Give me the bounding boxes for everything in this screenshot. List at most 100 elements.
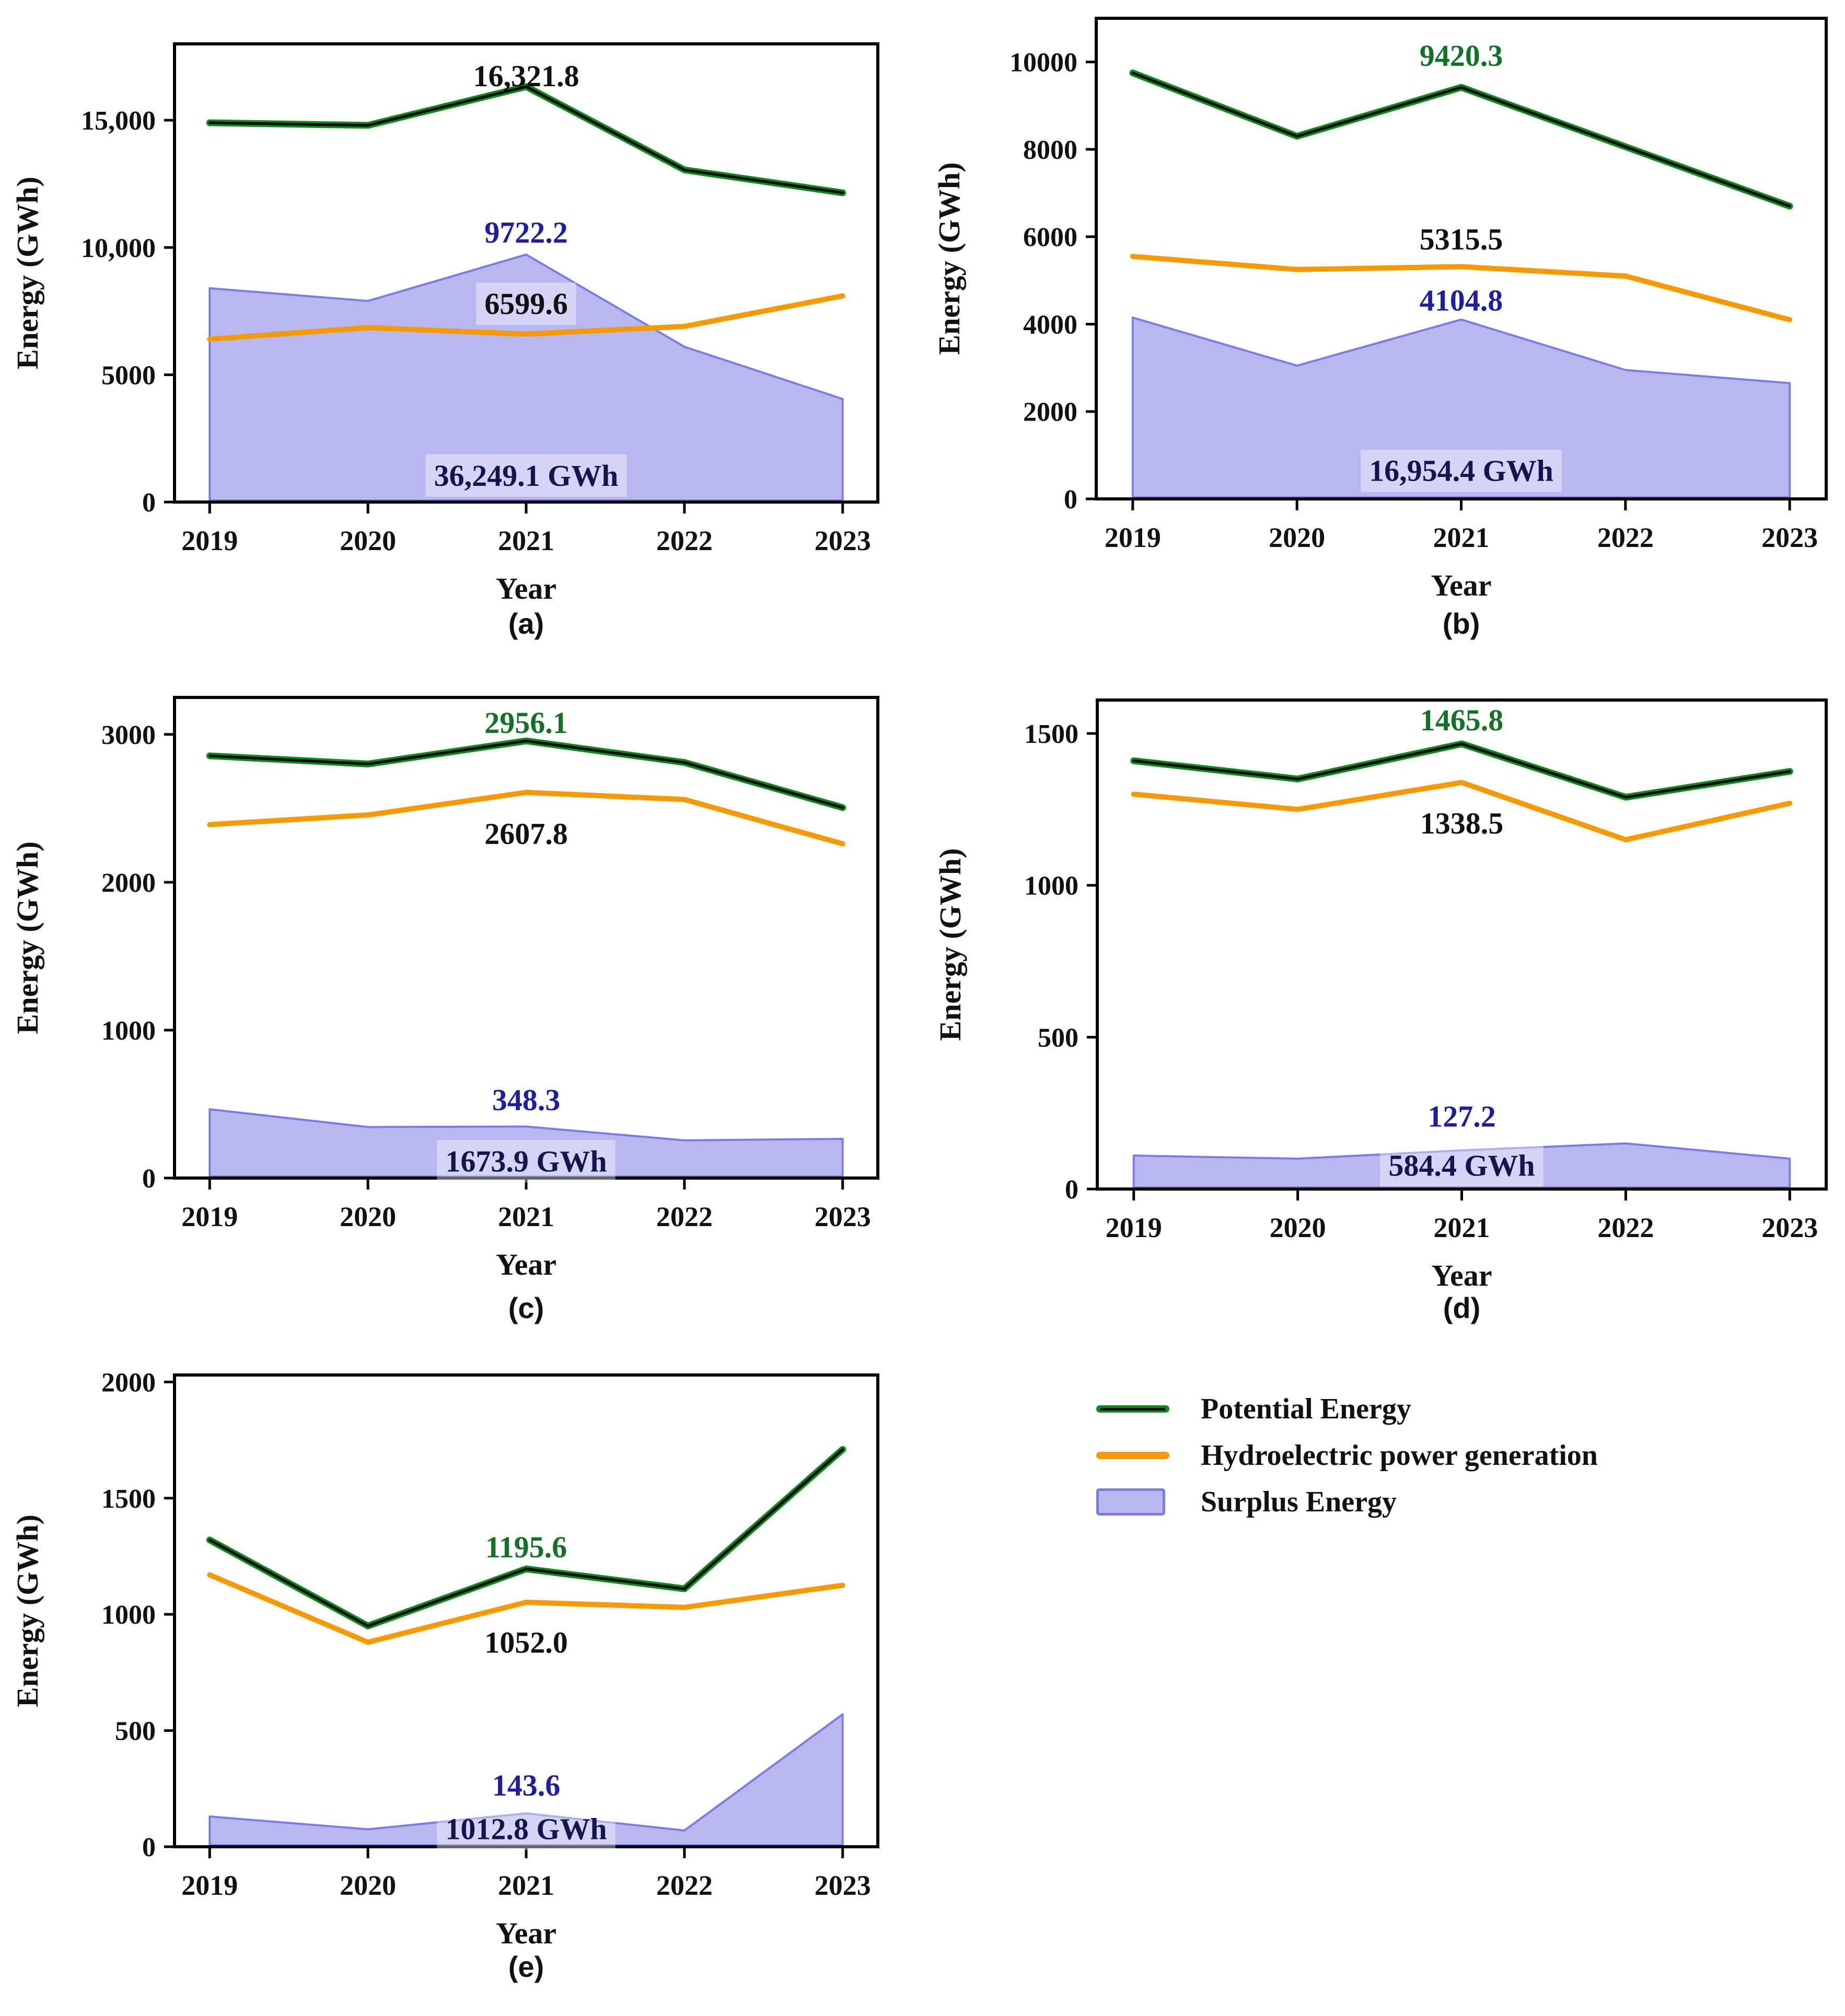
- legend-item-surplus-energy: Surplus Energy: [1096, 1478, 1598, 1525]
- x-axis-label: Year: [496, 1916, 556, 1950]
- x-tick-label: 2019: [181, 525, 238, 556]
- x-tick-label: 2023: [1761, 522, 1818, 553]
- annotation-bbox: [1361, 449, 1562, 492]
- x-tick-label: 2019: [1106, 1212, 1162, 1243]
- y-tick-label: 15,000: [81, 106, 156, 136]
- potential-energy-line-core: [1132, 742, 1791, 799]
- x-axis-label: Year: [496, 572, 556, 605]
- legend: Potential Energy Hydroelectric power gen…: [1096, 1385, 1598, 1525]
- y-axis-label: Energy (GWh): [932, 162, 966, 355]
- potential-energy-line-core: [208, 1448, 844, 1627]
- data-annotation: 143.6: [492, 1768, 561, 1802]
- y-tick-label: 0: [142, 1164, 156, 1194]
- x-tick-label: 2023: [815, 1870, 871, 1901]
- data-annotation: 36,249.1 GWh: [434, 459, 619, 493]
- surplus-energy-patch-swatch-icon: [1096, 1488, 1201, 1516]
- hydroelectric-line-swatch-icon: [1096, 1451, 1201, 1459]
- hydroelectric-power-line: [207, 293, 845, 342]
- potential-energy-line: [1129, 69, 1793, 210]
- hydroelectric-power-line: [207, 1572, 845, 1645]
- legend-item-hydroelectric: Hydroelectric power generation: [1096, 1432, 1598, 1478]
- y-tick-label: 1500: [1024, 719, 1078, 749]
- data-annotation: 584.4 GWh: [1388, 1149, 1535, 1183]
- subplot-caption: (a): [508, 607, 544, 640]
- data-annotation: 2607.8: [484, 817, 568, 850]
- x-tick-label: 2021: [498, 1870, 554, 1901]
- data-annotation: 127.2: [1428, 1099, 1496, 1133]
- y-axis-label: Energy (GWh): [10, 1514, 44, 1707]
- data-annotation: 1338.5: [1420, 806, 1504, 840]
- y-tick-label: 0: [1065, 1175, 1078, 1205]
- data-annotation: 16,321.8: [473, 59, 579, 93]
- annotation-bbox: [437, 1808, 616, 1850]
- legend-item-potential-energy: Potential Energy: [1096, 1385, 1598, 1432]
- chart-e-potential-vs-hydro: 0 500 1000 1500 2000 2019 2020 2021 2022 2023 Year…: [10, 1368, 879, 1983]
- data-annotation: 9722.2: [484, 216, 568, 250]
- x-tick-label: 2022: [1597, 1212, 1654, 1243]
- y-tick-label: 2000: [101, 1368, 156, 1397]
- y-axis-label: Energy (GWh): [933, 848, 967, 1041]
- data-annotation: 6599.6: [484, 287, 568, 321]
- x-tick-label: 2020: [1270, 1212, 1326, 1243]
- x-tick-label: 2021: [1433, 522, 1490, 553]
- annotation-bbox: [437, 1140, 616, 1183]
- x-axis-label: Year: [1431, 568, 1492, 602]
- hydroelectric-power-line: [1130, 253, 1793, 323]
- x-tick-label: 2021: [498, 525, 554, 556]
- data-annotation: 1673.9 GWh: [445, 1144, 607, 1178]
- potential-energy-line-swatch-icon: [1096, 1405, 1201, 1413]
- data-annotation: 2956.1: [484, 706, 568, 740]
- subplot-caption: (d): [1443, 1291, 1481, 1324]
- y-tick-label: 500: [115, 1717, 156, 1746]
- data-annotation: 1052.0: [484, 1626, 568, 1660]
- x-tick-label: 2020: [1269, 522, 1325, 553]
- data-annotation: 1465.8: [1420, 703, 1504, 737]
- y-tick-label: 0: [1064, 485, 1077, 515]
- data-annotation: 1195.6: [485, 1530, 567, 1564]
- x-tick-label: 2019: [181, 1201, 238, 1232]
- x-tick-label: 2019: [181, 1870, 238, 1901]
- x-tick-label: 2019: [1105, 522, 1161, 553]
- y-tick-label: 2000: [1023, 398, 1077, 427]
- subplot-caption: (e): [508, 1950, 544, 1983]
- potential-energy-line: [206, 83, 846, 196]
- potential-energy-line-core: [1131, 72, 1791, 208]
- annotation-bbox: [425, 454, 627, 497]
- x-tick-label: 2022: [1597, 522, 1654, 553]
- x-tick-label: 2023: [1761, 1212, 1818, 1243]
- data-annotation: 4104.8: [1420, 283, 1503, 317]
- x-tick-label: 2022: [656, 1201, 713, 1232]
- y-tick-label: 8000: [1023, 135, 1077, 165]
- x-tick-label: 2020: [340, 1201, 396, 1232]
- potential-energy-line-core: [208, 739, 844, 809]
- data-annotation: 1012.8 GWh: [445, 1812, 607, 1846]
- x-tick-label: 2020: [340, 525, 396, 556]
- x-axis-label: Year: [1432, 1258, 1492, 1292]
- potential-energy-line: [206, 737, 846, 811]
- y-tick-label: 2000: [101, 868, 156, 898]
- y-tick-label: 1000: [101, 1600, 156, 1630]
- annotation-bbox: [476, 282, 576, 325]
- y-tick-label: 0: [142, 488, 156, 518]
- x-tick-label: 2023: [815, 525, 871, 556]
- y-tick-label: 4000: [1023, 310, 1077, 340]
- y-tick-label: 0: [142, 1833, 156, 1862]
- y-tick-label: 1000: [1024, 871, 1078, 901]
- data-annotation: 5315.5: [1420, 222, 1503, 256]
- data-annotation: 9420.3: [1420, 39, 1503, 73]
- chart-a-potential-vs-hydro: 0 5000 10,000 15,000 2019 2020 2021 2022 2023 Yea…: [10, 42, 879, 640]
- hydroelectric-power-line: [1131, 779, 1793, 843]
- y-axis-label: Energy (GWh): [10, 177, 44, 369]
- x-tick-label: 2022: [656, 1870, 713, 1901]
- y-tick-label: 10,000: [81, 234, 156, 263]
- hydroelectric-power-line: [207, 789, 845, 847]
- y-axis-label: Energy (GWh): [10, 842, 44, 1034]
- data-annotation: 348.3: [492, 1083, 561, 1117]
- potential-energy-line-core: [208, 85, 844, 194]
- y-tick-label: 1500: [101, 1484, 156, 1514]
- y-tick-label: 5000: [101, 360, 156, 390]
- y-tick-label: 500: [1038, 1023, 1078, 1053]
- subplot-caption: (b): [1443, 607, 1480, 640]
- chart-b-potential-vs-hydro: 0 2000 4000 6000 8000 10000 2019 2020 2021 2022 20…: [932, 17, 1828, 640]
